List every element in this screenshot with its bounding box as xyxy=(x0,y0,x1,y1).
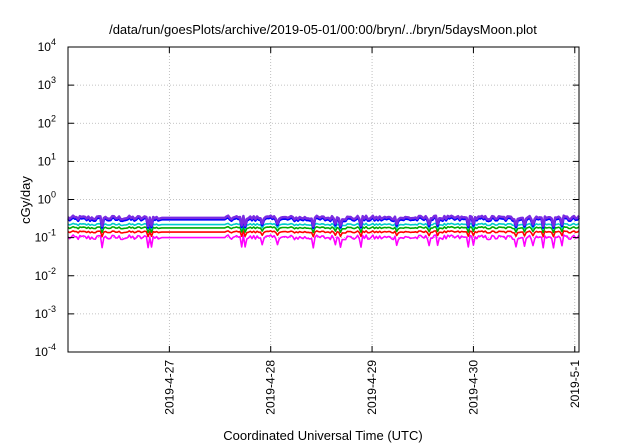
y-tick-label: 10-2 xyxy=(35,266,56,283)
series-line xyxy=(67,225,580,234)
x-tick-label: 2019-4-30 xyxy=(466,360,480,415)
y-tick-label: 10-4 xyxy=(35,342,56,359)
x-tick-label: 2019-5-1 xyxy=(568,360,582,408)
x-axis-label: Coordinated Universal Time (UTC) xyxy=(223,428,422,443)
x-ticks: 2019-4-27 2019-4-28 2019-4-29 2019-4-30 2019… xyxy=(162,47,582,415)
y-tick-label: 103 xyxy=(38,75,56,92)
series-line xyxy=(67,222,580,230)
chart-title: /data/run/goesPlots/archive/2019-05-01/0… xyxy=(109,22,537,37)
series-line xyxy=(67,214,580,228)
series-group xyxy=(67,214,580,249)
y-tick-label: 104 xyxy=(38,37,56,54)
y-tick-label: 102 xyxy=(38,113,56,130)
y-tick-label: 10-1 xyxy=(35,228,56,245)
y-tick-label: 100 xyxy=(38,190,56,207)
series-line xyxy=(67,216,580,230)
y-tick-label: 10-3 xyxy=(35,304,56,321)
grid-lines xyxy=(68,47,579,352)
series-line xyxy=(67,234,580,249)
y-tick-label: 101 xyxy=(38,151,56,168)
series-line xyxy=(67,230,580,238)
x-tick-label: 2019-4-29 xyxy=(365,360,379,415)
x-tick-label: 2019-4-27 xyxy=(162,360,176,415)
y-ticks: 10-4 10-3 10-2 10-1 100 101 102 103 104 xyxy=(35,37,579,359)
y-axis-label: cGy/day xyxy=(18,176,33,224)
x-tick-label: 2019-4-28 xyxy=(264,360,278,415)
